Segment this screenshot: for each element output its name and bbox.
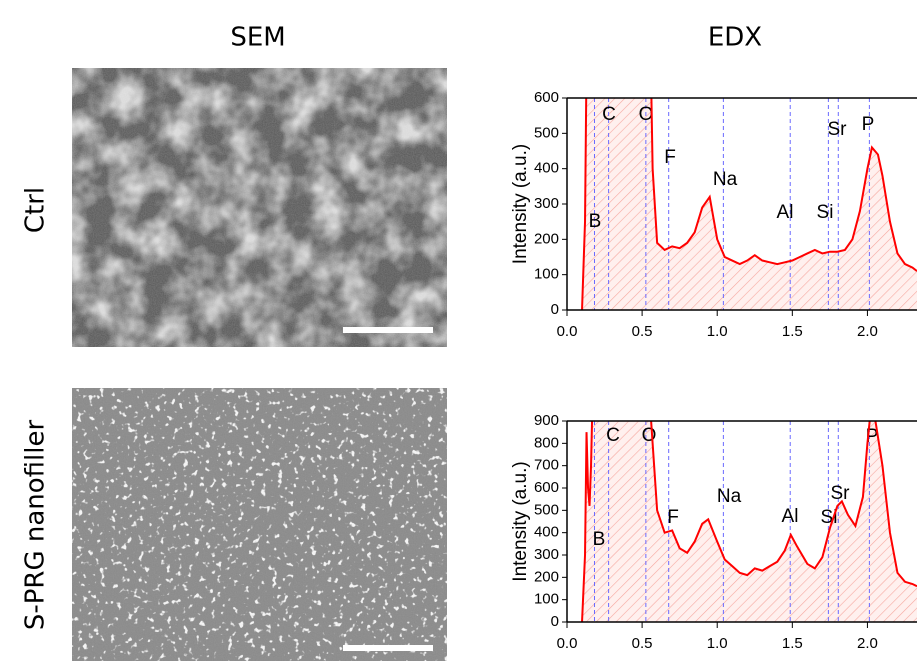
element-label: Na	[713, 169, 738, 190]
y-axis-label: Intensity (a.u.)	[510, 461, 531, 581]
x-tick-label: 0.5	[632, 323, 653, 340]
x-tick-label: 1.5	[782, 323, 803, 340]
column-header: SEM	[230, 23, 285, 53]
y-tick-label: 500	[534, 501, 559, 518]
x-tick-label: 2.0	[857, 323, 878, 340]
y-tick-label: 600	[534, 479, 559, 496]
row-label: S-PRG nanofiller	[21, 420, 51, 631]
element-label: Sr	[831, 483, 851, 504]
element-label: C	[606, 425, 620, 446]
y-tick-label: 0	[551, 613, 559, 630]
y-axis-label: Intensity (a.u.)	[510, 144, 531, 264]
element-label: Al	[777, 202, 794, 223]
edx-chart: B C O F Na Al Si Sr P 0 100 200 300 400 500 600 0.0 0.5 1.…	[510, 89, 917, 340]
element-label: Al	[782, 506, 799, 527]
element-label: C	[602, 104, 616, 125]
y-tick-label: 900	[534, 412, 559, 429]
spectrum-area	[582, 98, 917, 310]
element-label: P	[862, 114, 875, 135]
element-label: Si	[821, 507, 838, 528]
y-tick-label: 500	[534, 124, 559, 141]
sem-image	[72, 68, 447, 347]
element-label: B	[589, 211, 602, 232]
x-tick-label: 1.5	[782, 635, 803, 652]
y-tick-label: 400	[534, 524, 559, 541]
y-tick-label: 700	[534, 457, 559, 474]
x-tick-label: 1.0	[707, 635, 728, 652]
element-label: O	[642, 425, 657, 446]
sem-image	[72, 388, 447, 661]
x-tick-label: 0.5	[632, 635, 653, 652]
x-tick-label: 0.0	[557, 323, 578, 340]
spectrum-area	[582, 421, 917, 622]
y-tick-label: 300	[534, 546, 559, 563]
column-header: EDX	[708, 23, 762, 53]
element-label: Na	[717, 486, 742, 507]
spectrum-line	[581, 421, 917, 622]
x-tick-label: 2.0	[857, 635, 878, 652]
y-tick-label: 200	[534, 568, 559, 585]
y-tick-label: 300	[534, 195, 559, 212]
y-tick-label: 600	[534, 89, 559, 106]
element-label: B	[593, 529, 606, 550]
element-label: F	[667, 507, 679, 528]
spectrum-line	[581, 98, 917, 310]
element-label: Sr	[828, 119, 848, 140]
row-label: Ctrl	[21, 187, 51, 233]
y-tick-label: 200	[534, 230, 559, 247]
y-tick-label: 400	[534, 160, 559, 177]
element-label: F	[664, 147, 676, 168]
y-tick-label: 800	[534, 434, 559, 451]
x-tick-label: 0.0	[557, 635, 578, 652]
element-label: O	[639, 104, 654, 125]
y-tick-label: 100	[534, 266, 559, 283]
y-tick-label: 100	[534, 591, 559, 608]
element-label: Si	[817, 202, 834, 223]
y-tick-label: 0	[551, 301, 559, 318]
x-tick-label: 1.0	[707, 323, 728, 340]
